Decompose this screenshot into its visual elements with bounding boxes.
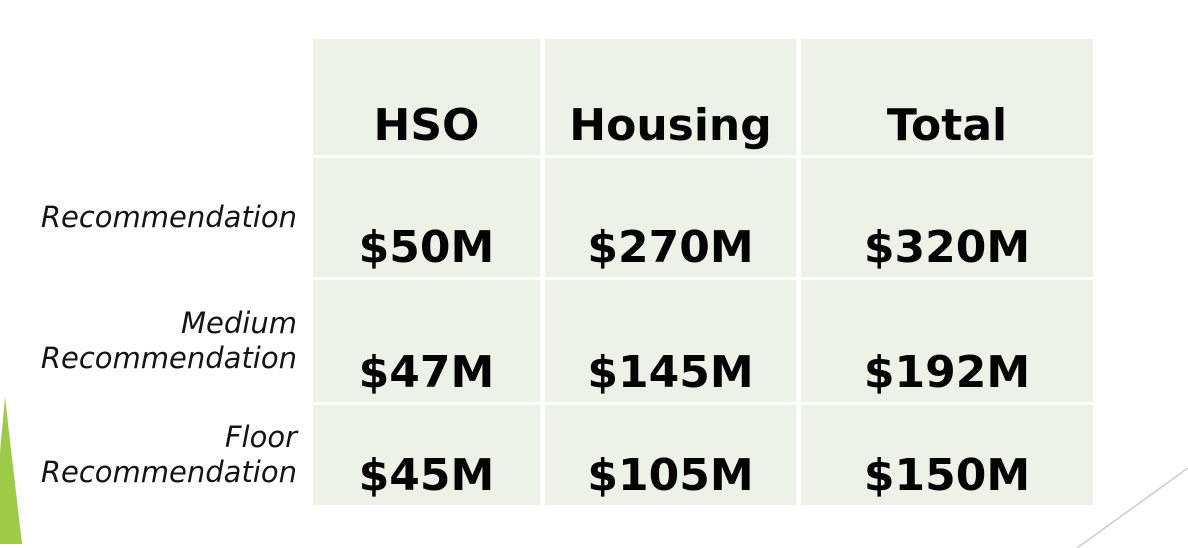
row-label-text: Recommendation <box>41 200 297 235</box>
value-recommendation-hso: $50M <box>313 158 540 277</box>
row-label-medium-recommendation: Medium Recommendation <box>0 280 308 402</box>
value-floor-hso: $45M <box>313 405 540 505</box>
row-label-line: Recommendation <box>40 341 297 375</box>
row-label-line: Recommendation <box>40 455 297 489</box>
row-label-text: Floor Recommendation <box>41 420 297 490</box>
row-label-floor-recommendation: Floor Recommendation <box>0 405 308 505</box>
value-recommendation-housing: $270M <box>545 158 796 277</box>
row-label-line: Floor <box>224 420 297 455</box>
diagonal-divider-line <box>1076 467 1188 548</box>
budget-table: HSO Housing Total Recommendation $50M $2… <box>0 39 1093 505</box>
row-label-line: Recommendation <box>40 200 297 235</box>
column-header-housing: Housing <box>545 39 796 155</box>
column-header-hso: HSO <box>313 39 540 155</box>
column-header-total: Total <box>801 39 1093 155</box>
table-corner-empty-cell <box>0 39 308 155</box>
value-floor-total: $150M <box>801 405 1093 505</box>
value-medium-total: $192M <box>801 280 1093 402</box>
row-label-recommendation: Recommendation <box>0 158 308 277</box>
value-recommendation-total: $320M <box>801 158 1093 277</box>
row-label-line: Medium <box>181 306 297 341</box>
value-medium-housing: $145M <box>545 280 796 402</box>
value-floor-housing: $105M <box>545 405 796 505</box>
value-medium-hso: $47M <box>313 280 540 402</box>
row-label-text: Medium Recommendation <box>41 306 297 376</box>
